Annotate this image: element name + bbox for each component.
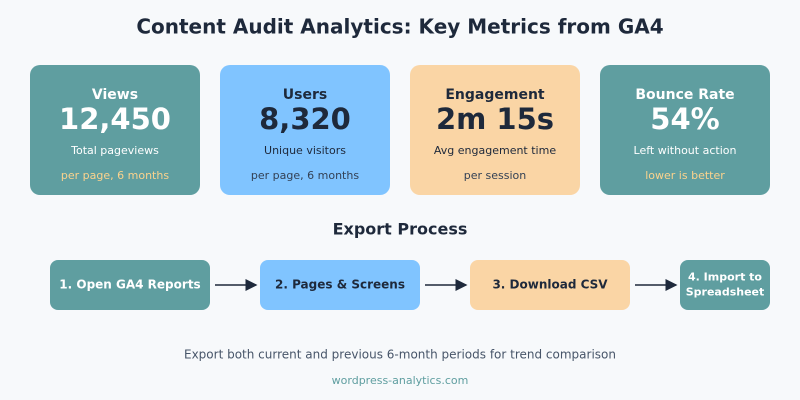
footer-note: Export both current and previous 6-month… xyxy=(184,348,616,362)
title: Content Audit Analytics: Key Metrics fro… xyxy=(136,15,663,39)
metric-note: per page, 6 months xyxy=(61,169,169,182)
step-box xyxy=(680,260,770,310)
metric-value: 12,450 xyxy=(59,102,171,136)
metric-label: Engagement xyxy=(445,87,545,103)
process-steps: 1. Open GA4 Reports 2. Pages & Screens 3. … xyxy=(50,260,770,310)
step-box xyxy=(260,260,420,310)
metric-description: Total pageviews xyxy=(70,144,159,157)
process-title: Export Process xyxy=(333,220,468,239)
metric-note: per page, 6 months xyxy=(251,169,359,182)
metric-description: Unique visitors xyxy=(264,144,346,157)
metric-value: 2m 15s xyxy=(436,102,554,136)
metric-label: Bounce Rate xyxy=(635,87,734,103)
metric-label: Views xyxy=(92,87,138,103)
metric-card xyxy=(30,65,200,195)
step-label: 1. Open GA4 Reports xyxy=(59,278,200,292)
step-label: 2. Pages & Screens xyxy=(275,278,405,292)
metric-card xyxy=(220,65,390,195)
metric-description: Left without action xyxy=(634,144,737,157)
metric-card xyxy=(600,65,770,195)
step-label: Spreadsheet xyxy=(686,286,765,299)
metric-description: Avg engagement time xyxy=(434,144,556,157)
step-label: 4. Import to xyxy=(688,271,762,284)
metric-label: Users xyxy=(283,87,327,103)
metric-value: 8,320 xyxy=(259,102,351,136)
step-box xyxy=(50,260,210,310)
footer-source: wordpress-analytics.com xyxy=(332,374,469,387)
metric-card xyxy=(410,65,580,195)
metric-note: lower is better xyxy=(645,169,725,182)
metric-note: per session xyxy=(464,169,527,182)
metric-value: 54% xyxy=(650,102,719,136)
step-box xyxy=(470,260,630,310)
step-label: 3. Download CSV xyxy=(492,278,608,292)
